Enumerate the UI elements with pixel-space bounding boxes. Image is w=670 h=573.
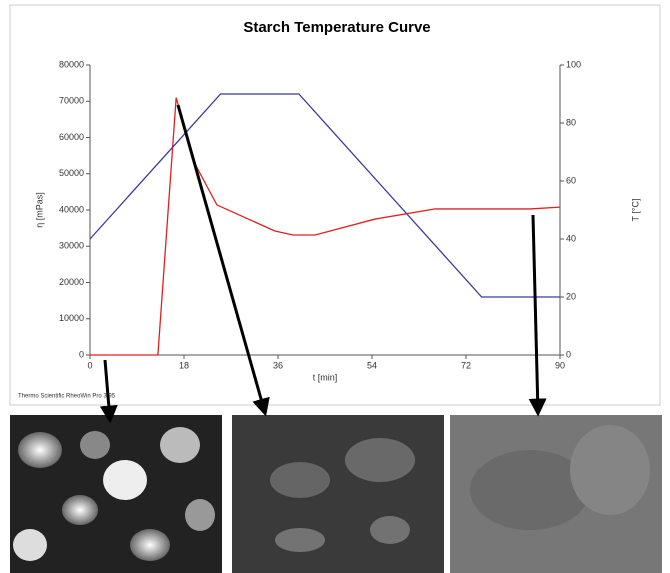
y2-axis-label: T [°C] bbox=[630, 199, 640, 222]
credit: Thermo Scientific RheoWin Pro 3.95 bbox=[18, 394, 116, 400]
y-axis-label: η [mPas] bbox=[34, 192, 44, 228]
micrograph-1 bbox=[10, 415, 222, 573]
y2-tick-label: 80 bbox=[566, 117, 576, 127]
micrograph-2 bbox=[232, 415, 444, 573]
y-tick-label: 50000 bbox=[59, 168, 84, 178]
x-tick-label: 72 bbox=[461, 360, 471, 370]
chart-frame bbox=[9, 4, 661, 406]
y-tick-label: 70000 bbox=[59, 96, 84, 106]
x-tick-label: 54 bbox=[367, 360, 377, 370]
chart-title: Starch Temperature Curve bbox=[243, 19, 430, 36]
series-line bbox=[89, 93, 560, 298]
y2-tick-label: 0 bbox=[566, 349, 571, 359]
y-tick-label: 60000 bbox=[59, 132, 84, 142]
y-tick-label: 10000 bbox=[59, 313, 84, 323]
y-tick-label: 20000 bbox=[59, 277, 84, 287]
x-axis-label: t [min] bbox=[313, 372, 338, 382]
y2-tick-label: 100 bbox=[566, 59, 581, 69]
y2-tick-label: 40 bbox=[566, 233, 576, 243]
y2-tick-label: 20 bbox=[566, 291, 576, 301]
x-tick-label: 0 bbox=[87, 360, 92, 370]
y-tick-label: 0 bbox=[79, 349, 84, 359]
y2-tick-label: 60 bbox=[566, 175, 576, 185]
micrograph-3 bbox=[450, 415, 662, 573]
x-tick-label: 18 bbox=[179, 360, 189, 370]
x-tick-label: 90 bbox=[555, 360, 565, 370]
y-tick-label: 80000 bbox=[59, 59, 84, 69]
y-tick-label: 30000 bbox=[59, 241, 84, 251]
series-line bbox=[90, 97, 561, 356]
arrows bbox=[99, 104, 547, 424]
y-tick-label: 40000 bbox=[59, 204, 84, 214]
x-tick-label: 36 bbox=[273, 360, 283, 370]
